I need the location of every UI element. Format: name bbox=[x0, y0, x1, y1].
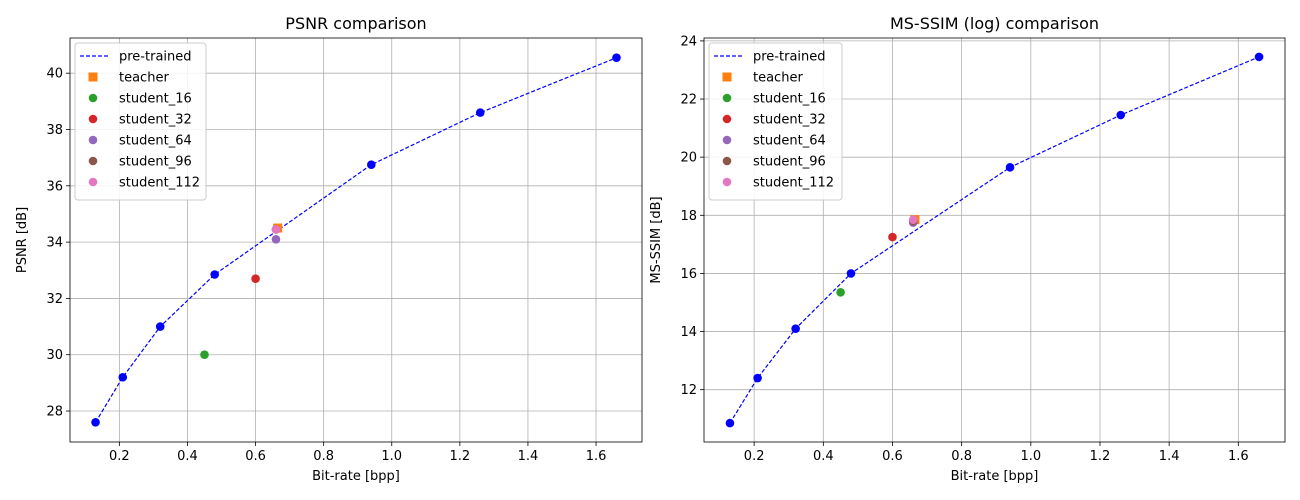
y-tick-label: 20 bbox=[680, 151, 697, 166]
y-tick-label: 14 bbox=[680, 325, 697, 340]
data-point-student_16 bbox=[836, 288, 845, 297]
x-tick-label: 0.6 bbox=[245, 449, 266, 464]
data-point-pre-trained bbox=[475, 108, 485, 117]
data-point-pre-trained bbox=[791, 324, 800, 333]
data-point-student_112 bbox=[271, 225, 281, 234]
x-tick-label: 0.8 bbox=[313, 449, 334, 464]
data-point-student_32 bbox=[251, 274, 260, 284]
legend-circle-icon bbox=[722, 156, 732, 166]
y-axis-label: MS-SSIM [dB] bbox=[649, 196, 664, 283]
data-point-pre-trained bbox=[753, 373, 762, 383]
data-point-student_112 bbox=[908, 215, 918, 224]
legend-circle-icon bbox=[722, 114, 732, 124]
data-point-pre-trained bbox=[367, 160, 376, 169]
x-tick-label: 0.2 bbox=[109, 449, 130, 464]
legend-circle-icon bbox=[722, 177, 732, 187]
data-point-pre-trained bbox=[846, 269, 856, 278]
legend-box bbox=[708, 42, 843, 201]
x-tick-label: 0.2 bbox=[744, 449, 765, 464]
data-point-pre-trained bbox=[1254, 52, 1264, 62]
y-tick-label: 24 bbox=[680, 34, 697, 49]
legend-circle-icon bbox=[88, 93, 98, 103]
legend-label: pre-trained bbox=[119, 50, 192, 65]
y-tick-label: 38 bbox=[46, 123, 63, 138]
plot-frame bbox=[69, 37, 643, 443]
legend-circle-icon bbox=[88, 135, 98, 145]
x-tick-label: 1.2 bbox=[450, 449, 471, 464]
legend-square-icon bbox=[88, 72, 98, 82]
y-tick-label: 18 bbox=[680, 209, 697, 224]
data-point-student_16 bbox=[200, 350, 209, 360]
chart-title: MS-SSIM (log) comparison bbox=[890, 14, 1099, 33]
data-point-pre-trained bbox=[91, 417, 100, 427]
legend-label: teacher bbox=[119, 71, 169, 86]
legend-label: student_32 bbox=[119, 113, 192, 128]
y-tick-label: 32 bbox=[46, 292, 63, 307]
chart-panel-1: 0.2 0.4 0.6 0.8 1.0 1.2 1.4 1.6 28 30 32 34 36 38 40 PS… bbox=[15, 14, 643, 484]
legend-circle-icon bbox=[722, 93, 732, 103]
legend-label: student_32 bbox=[753, 113, 826, 128]
data-point-pre-trained bbox=[1116, 110, 1126, 120]
data-point-pre-trained bbox=[210, 270, 220, 279]
legend-label: student_96 bbox=[753, 155, 826, 170]
legend-circle-icon bbox=[88, 177, 98, 187]
legend-label: pre-trained bbox=[753, 50, 826, 65]
legend-label: student_64 bbox=[119, 134, 192, 149]
x-tick-label: 0.6 bbox=[882, 449, 903, 464]
legend-circle-icon bbox=[722, 135, 732, 145]
x-axis-label: Bit-rate [bpp] bbox=[951, 469, 1039, 484]
y-tick-label: 40 bbox=[46, 67, 63, 82]
legend-label: student_96 bbox=[119, 155, 192, 170]
data-point-pre-trained bbox=[612, 53, 621, 63]
chart-panel-2: 0.2 0.4 0.6 0.8 1.0 1.2 1.4 1.6 12 14 16 18 20 22 24 MS… bbox=[649, 14, 1286, 484]
y-tick-label: 16 bbox=[680, 267, 697, 282]
legend-label: student_16 bbox=[119, 92, 192, 107]
y-tick-label: 12 bbox=[680, 383, 697, 398]
legend-circle-icon bbox=[88, 114, 98, 124]
x-axis-label: Bit-rate [bpp] bbox=[312, 469, 400, 484]
x-tick-label: 1.2 bbox=[1090, 449, 1111, 464]
legend-label: student_112 bbox=[753, 176, 834, 191]
x-tick-label: 0.4 bbox=[177, 449, 198, 464]
data-point-pre-trained bbox=[725, 418, 735, 428]
x-tick-label: 0.4 bbox=[813, 449, 834, 464]
legend-square-icon bbox=[722, 72, 732, 82]
x-tick-label: 0.8 bbox=[951, 449, 972, 464]
y-tick-label: 22 bbox=[680, 93, 697, 108]
legend-label: student_64 bbox=[753, 134, 826, 149]
legend-label: student_112 bbox=[119, 176, 200, 191]
x-tick-label: 1.4 bbox=[518, 449, 539, 464]
plot-frame bbox=[703, 37, 1286, 443]
x-tick-label: 1.0 bbox=[381, 449, 402, 464]
legend-label: student_16 bbox=[753, 92, 826, 107]
legend-box bbox=[74, 42, 207, 201]
x-tick-label: 1.6 bbox=[586, 449, 607, 464]
y-tick-label: 36 bbox=[46, 179, 63, 194]
chart-title: PSNR comparison bbox=[285, 14, 426, 33]
data-point-pre-trained bbox=[118, 372, 128, 382]
data-point-student_64 bbox=[271, 234, 281, 244]
y-tick-label: 34 bbox=[46, 236, 63, 251]
y-axis-label: PSNR [dB] bbox=[15, 207, 30, 273]
x-tick-label: 1.4 bbox=[1159, 449, 1180, 464]
data-point-student_32 bbox=[888, 232, 897, 242]
x-tick-label: 1.6 bbox=[1228, 449, 1249, 464]
y-tick-label: 30 bbox=[46, 348, 63, 363]
x-tick-label: 1.0 bbox=[1020, 449, 1041, 464]
data-point-pre-trained bbox=[1005, 163, 1015, 172]
legend-label: teacher bbox=[753, 71, 803, 86]
y-tick-label: 28 bbox=[46, 405, 63, 420]
legend-circle-icon bbox=[88, 156, 98, 166]
data-point-pre-trained bbox=[155, 322, 165, 331]
